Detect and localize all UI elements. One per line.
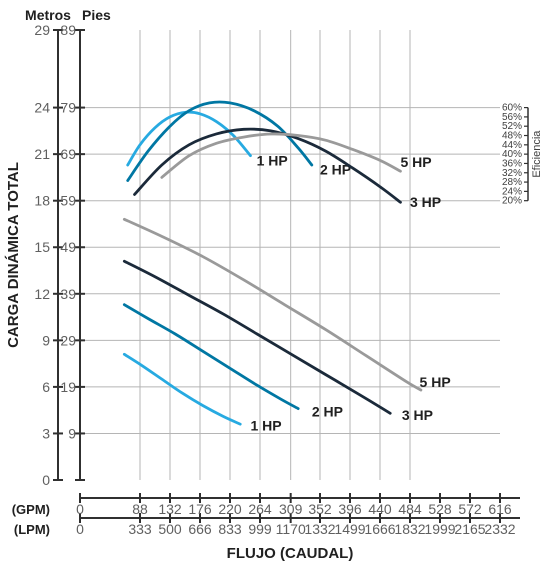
x-lpm-label: 1332 (304, 521, 335, 537)
pump-curve-chart: 039619929123915491859216924792989MetrosP… (0, 0, 558, 581)
curve-5HP-lower (124, 219, 421, 390)
y-metros-label: 3 (42, 425, 50, 441)
x-lpm-label: 1832 (394, 521, 425, 537)
y-metros-label: 0 (42, 472, 50, 488)
y-metros-label: 9 (42, 332, 50, 348)
x-lpm-label: 500 (158, 521, 182, 537)
y-pies-label: 59 (60, 193, 76, 209)
eff-tick-label: 20% (502, 196, 522, 207)
x-lpm-label: 999 (248, 521, 272, 537)
curve-label-5HP-upper: 5 HP (400, 154, 431, 170)
efficiency-title: Eficiencia (531, 130, 543, 178)
x-lpm-label: 0 (76, 521, 84, 537)
metros-header: Metros (25, 7, 71, 23)
curve-2HP-lower (124, 305, 298, 409)
x-gpm-label: 572 (458, 501, 482, 517)
curve-label-3HP-upper: 3 HP (410, 194, 441, 210)
curve-label-5HP-lower: 5 HP (420, 374, 451, 390)
y-pies-label: 9 (68, 425, 76, 441)
y-metros-label: 24 (34, 100, 50, 116)
x-gpm-label: 440 (368, 501, 392, 517)
y-metros-label: 6 (42, 379, 50, 395)
x-lpm-label: 1170 (276, 521, 306, 537)
curve-label-2HP-lower: 2 HP (312, 404, 343, 420)
x-gpm-label: 176 (188, 501, 212, 517)
y-metros-label: 29 (34, 22, 50, 38)
y-metros-label: 21 (34, 146, 50, 162)
x-gpm-label: 309 (279, 501, 303, 517)
chart-svg: 039619929123915491859216924792989MetrosP… (0, 0, 558, 581)
curve-label-1HP-upper: 1 HP (257, 152, 288, 168)
x-lpm-label: 666 (188, 521, 212, 537)
pies-header: Pies (82, 7, 111, 23)
x-lpm-label: 333 (128, 521, 152, 537)
y-metros-label: 18 (34, 193, 50, 209)
curve-label-3HP-lower: 3 HP (402, 407, 433, 423)
lpm-header: (LPM) (14, 522, 50, 537)
x-gpm-label: 88 (132, 501, 148, 517)
x-gpm-label: 132 (158, 501, 182, 517)
y-pies-label: 19 (60, 379, 76, 395)
y-pies-label: 49 (60, 239, 76, 255)
x-lpm-label: 1999 (424, 521, 455, 537)
x-gpm-label: 264 (248, 501, 272, 517)
gpm-header: (GPM) (12, 502, 50, 517)
x-gpm-label: 528 (428, 501, 452, 517)
y-axis-title: CARGA DINÁMICA TOTAL (5, 162, 22, 348)
curve-label-1HP-lower: 1 HP (250, 418, 281, 434)
x-lpm-label: 1666 (364, 521, 395, 537)
x-axis-title: FLUJO (CAUDAL) (227, 545, 354, 562)
x-lpm-label: 2332 (484, 521, 515, 537)
x-lpm-label: 1499 (334, 521, 365, 537)
x-lpm-label: 833 (218, 521, 242, 537)
y-pies-label: 39 (60, 286, 76, 302)
x-gpm-label: 220 (218, 501, 242, 517)
y-pies-label: 29 (60, 332, 76, 348)
x-gpm-label: 616 (488, 501, 512, 517)
x-gpm-label: 484 (398, 501, 422, 517)
x-gpm-label: 352 (308, 501, 332, 517)
y-metros-label: 12 (34, 286, 50, 302)
y-pies-label: 89 (60, 22, 76, 38)
x-gpm-label: 396 (338, 501, 362, 517)
y-pies-label: 79 (60, 100, 76, 116)
x-gpm-label: 0 (76, 501, 84, 517)
y-metros-label: 15 (34, 239, 50, 255)
x-lpm-label: 2165 (454, 521, 485, 537)
y-pies-label: 69 (60, 146, 76, 162)
